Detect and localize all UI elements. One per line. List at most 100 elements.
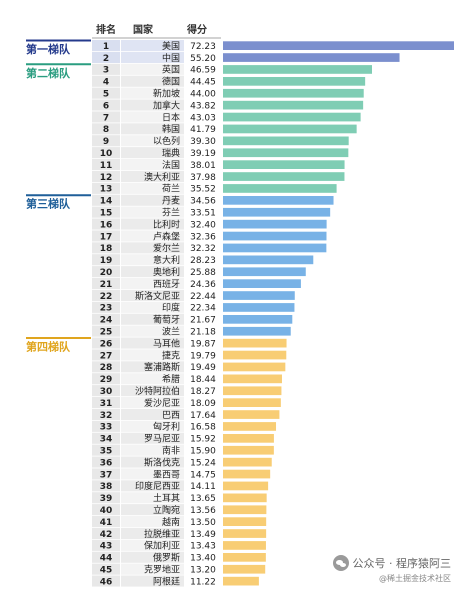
country-cell — [121, 159, 184, 171]
bar-41 — [223, 517, 267, 526]
country-cell — [121, 516, 184, 528]
rank-label: 29 — [100, 375, 113, 385]
score-label: 14.11 — [190, 482, 216, 492]
bar-6 — [223, 100, 364, 110]
country-label: 越南 — [162, 516, 180, 528]
country-cell — [121, 218, 184, 230]
score-label: 32.36 — [190, 232, 216, 242]
country-cell — [121, 147, 184, 159]
score-label: 18.44 — [190, 375, 216, 385]
bar-29 — [223, 374, 282, 384]
country-cell — [121, 123, 184, 135]
rank-label: 4 — [103, 78, 109, 88]
rank-label: 36 — [100, 458, 113, 468]
country-cell — [121, 206, 184, 218]
country-cell — [121, 230, 184, 242]
score-label: 38.01 — [190, 161, 216, 171]
bar-7 — [223, 112, 361, 122]
rank-cell — [92, 492, 120, 504]
country-cell — [121, 420, 184, 432]
country-cell — [121, 492, 184, 504]
country-cell — [121, 504, 184, 516]
bar-17 — [223, 231, 327, 241]
country-cell — [121, 182, 184, 194]
country-cell — [121, 539, 184, 551]
score-label: 22.34 — [190, 304, 216, 314]
country-label: 沙特阿拉伯 — [135, 385, 180, 397]
country-label: 丹麦 — [162, 195, 180, 207]
score-label: 13.40 — [190, 554, 216, 564]
score-label: 14.75 — [190, 470, 216, 480]
country-label: 意大利 — [153, 254, 180, 266]
rank-cell — [92, 75, 120, 87]
country-cell — [121, 444, 184, 456]
country-label: 印度尼西亚 — [135, 480, 180, 492]
score-label: 15.90 — [190, 447, 216, 457]
country-cell — [121, 75, 184, 87]
country-label: 新加坡 — [153, 88, 180, 100]
rank-cell — [92, 51, 120, 63]
rank-label: 23 — [100, 304, 113, 314]
country-label: 卢森堡 — [153, 230, 180, 242]
bar-31 — [223, 398, 281, 407]
rank-cell — [92, 527, 120, 539]
bar-40 — [223, 505, 267, 515]
country-cell — [121, 468, 184, 480]
rank-label: 17 — [100, 232, 113, 242]
score-label: 22.44 — [190, 292, 216, 302]
country-cell — [121, 278, 184, 290]
rank-cell — [92, 170, 120, 182]
bar-28 — [223, 362, 286, 372]
country-label: 荷兰 — [162, 183, 180, 195]
country-label: 马耳他 — [153, 337, 180, 349]
rank-cell — [92, 408, 120, 420]
bar-24 — [223, 315, 293, 324]
score-label: 13.20 — [190, 566, 216, 576]
wechat-icon — [332, 555, 349, 571]
rank-cell — [92, 87, 120, 99]
rank-label: 19 — [100, 256, 113, 266]
bar-26 — [223, 338, 287, 348]
rank-label: 10 — [100, 149, 113, 159]
bar-1 — [223, 41, 454, 50]
bar-5 — [223, 88, 364, 98]
country-cell — [121, 242, 184, 254]
header-score: 得分 — [186, 23, 207, 36]
country-cell — [121, 432, 184, 444]
score-label: 18.09 — [190, 399, 216, 409]
country-cell — [121, 563, 184, 575]
country-label: 爱沙尼亚 — [144, 398, 180, 409]
bar-38 — [223, 481, 269, 491]
score-label: 41.79 — [190, 125, 216, 135]
country-label: 韩国 — [162, 123, 180, 135]
score-label: 44.45 — [190, 78, 216, 88]
rank-cell — [92, 444, 120, 456]
tier-label-1: 第一梯队 — [26, 42, 71, 56]
tier-label-3: 第三梯队 — [26, 197, 71, 211]
country-cell — [121, 254, 184, 266]
country-label: 匈牙利 — [153, 421, 180, 433]
rank-cell — [92, 206, 120, 218]
rank-label: 45 — [100, 566, 113, 576]
country-label: 克罗地亚 — [144, 564, 180, 576]
score-label: 13.49 — [190, 530, 216, 540]
rank-label: 43 — [100, 542, 113, 552]
country-label: 瑞典 — [162, 147, 180, 159]
rank-cell — [92, 456, 120, 468]
header-rank: 排名 — [96, 23, 116, 36]
country-cell — [121, 337, 184, 349]
rank-label: 14 — [100, 197, 113, 207]
rank-label: 1 — [103, 42, 109, 52]
rank-cell — [92, 325, 120, 337]
country-label: 法国 — [162, 159, 180, 171]
rank-cell — [92, 539, 120, 551]
rank-label: 3 — [103, 66, 109, 76]
rank-label: 40 — [100, 506, 113, 516]
rank-label: 22 — [100, 292, 113, 302]
country-label: 拉脱维亚 — [144, 528, 180, 540]
country-cell — [121, 456, 184, 468]
bar-10 — [223, 148, 349, 158]
country-label: 罗马尼亚 — [144, 434, 180, 445]
country-label: 希腊 — [162, 373, 180, 385]
country-label: 爱尔兰 — [153, 242, 180, 254]
